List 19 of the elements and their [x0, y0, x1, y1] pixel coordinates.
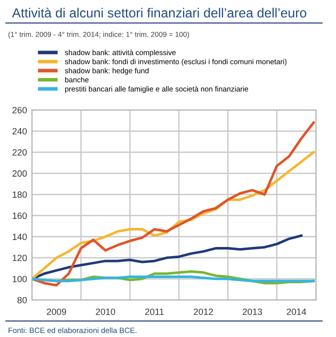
y-tick-label: 140: [12, 234, 27, 240]
y-tick-label: 160: [12, 212, 27, 219]
y-tick-label: 200: [12, 170, 27, 177]
y-tick-label: 260: [12, 106, 27, 114]
y-tick-label: 80: [17, 296, 27, 304]
x-tick-label: 2014: [286, 308, 306, 315]
line-series: [32, 234, 303, 280]
y-tick-label: 100: [12, 276, 27, 282]
y-tick-label: 180: [12, 191, 27, 198]
x-tick-label: 2009: [46, 308, 66, 315]
x-tick-label: 2012: [194, 308, 213, 315]
x-tick-label: 2011: [145, 308, 164, 315]
x-tick-label: 2013: [242, 308, 262, 315]
y-tick-label: 220: [12, 149, 27, 156]
line-series: [32, 121, 315, 286]
y-tick-label: 120: [12, 254, 27, 262]
chart-title: Attività di alcuni settori finanziari dell’area dell’euro: [12, 8, 306, 18]
y-tick-label: 240: [12, 128, 27, 134]
x-tick-label: 2010: [96, 308, 116, 315]
